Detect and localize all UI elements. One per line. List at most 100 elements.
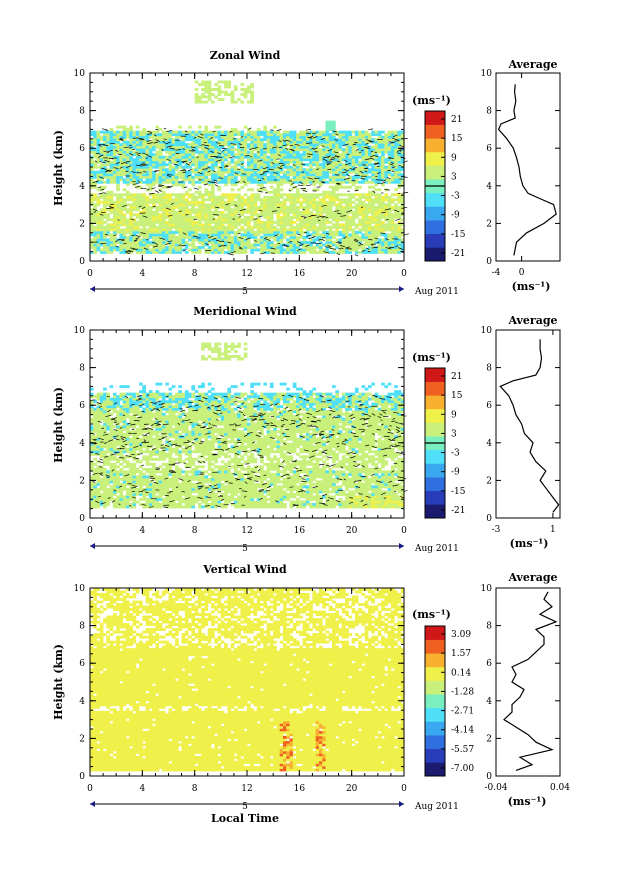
heatmap-cell	[289, 145, 294, 149]
heatmap-cell	[184, 175, 189, 179]
heatmap-cell	[109, 208, 114, 212]
heatmap-cell	[374, 235, 379, 239]
heatmap-cell	[361, 235, 366, 239]
contour-segment	[147, 188, 150, 191]
heatmap-cell	[243, 125, 248, 129]
heatmap-cell	[220, 218, 225, 222]
heatmap-cell	[345, 228, 349, 232]
heatmap-cell	[139, 213, 143, 217]
heatmap-cell	[390, 223, 395, 227]
contour-segment	[229, 130, 233, 133]
heatmap-cell	[168, 198, 173, 202]
heatmap-cell	[168, 170, 173, 174]
heatmap-cell	[240, 88, 245, 91]
heatmap-cell	[178, 208, 182, 212]
heatmap-cell	[394, 148, 398, 152]
heatmap-cell	[181, 208, 186, 212]
heatmap-cell	[269, 233, 274, 237]
heatmap-cell	[394, 163, 398, 167]
contour-segment	[200, 133, 204, 136]
heatmap-cell	[315, 228, 320, 232]
heatmap-cell	[400, 205, 405, 209]
contour-segment	[340, 215, 347, 217]
heatmap-cell	[318, 155, 323, 159]
heatmap-cell	[139, 143, 143, 147]
heatmap-cell	[341, 170, 346, 174]
heatmap-cell	[139, 205, 143, 209]
heatmap-cell	[279, 193, 284, 197]
heatmap-cell	[96, 502, 101, 506]
heatmap-cell	[286, 143, 290, 147]
heatmap-cell	[240, 233, 245, 237]
heatmap-cell	[305, 193, 310, 197]
heatmap-cell	[90, 465, 94, 469]
heatmap-cell	[286, 140, 290, 144]
heatmap-cell	[348, 225, 353, 229]
heatmap-cell	[269, 148, 274, 152]
heatmap-cell	[335, 198, 339, 202]
heatmap-cell	[175, 215, 179, 219]
heatmap-cell	[194, 225, 199, 229]
heatmap-cell	[296, 143, 300, 147]
heatmap-cell	[247, 155, 251, 159]
contour-segment	[402, 192, 409, 194]
heatmap-cell	[299, 195, 303, 199]
heatmap-cell	[358, 165, 362, 169]
heatmap-cell	[256, 223, 261, 227]
heatmap-cell	[325, 123, 330, 127]
contour-segment	[234, 204, 238, 207]
heatmap-cell	[322, 138, 326, 142]
heatmap-cell	[175, 225, 179, 229]
contour-segment	[136, 154, 141, 157]
heatmap-cell	[289, 188, 294, 192]
heatmap-cell	[230, 168, 235, 172]
heatmap-cell	[302, 188, 307, 192]
heatmap-cell	[273, 198, 277, 202]
heatmap-cell	[145, 148, 150, 152]
heatmap-cell	[305, 198, 310, 202]
heatmap-cell	[96, 195, 101, 199]
heatmap-cell	[90, 490, 94, 494]
heatmap-cell	[93, 395, 97, 399]
contour-segment	[390, 141, 394, 144]
contour-segment	[153, 141, 158, 144]
heatmap-cell	[135, 145, 140, 149]
heatmap-cell	[276, 203, 281, 207]
heatmap-cell	[309, 240, 313, 244]
heatmap-cell	[260, 250, 264, 254]
heatmap-cell	[90, 143, 94, 147]
heatmap-cell	[188, 233, 192, 237]
heatmap-cell	[224, 200, 228, 204]
heatmap-cell	[260, 245, 264, 249]
contour-segment	[212, 181, 216, 184]
heatmap-cell	[279, 135, 284, 139]
heatmap-cell	[279, 200, 284, 204]
heatmap-cell	[125, 210, 130, 214]
heatmap-cell	[374, 158, 379, 162]
heatmap-cell	[322, 145, 326, 149]
heatmap-cell	[201, 223, 205, 227]
heatmap-cell	[188, 223, 192, 227]
heatmap-cell	[371, 138, 375, 142]
heatmap-cell	[132, 200, 137, 204]
heatmap-cell	[240, 213, 245, 217]
heatmap-cell	[358, 240, 362, 244]
heatmap-cell	[135, 225, 140, 229]
heatmap-cell	[351, 165, 356, 169]
heatmap-cell	[211, 188, 215, 192]
heatmap-cell	[125, 225, 130, 229]
contour-segment	[359, 170, 364, 174]
heatmap-cell	[158, 170, 163, 174]
heatmap-cell	[354, 173, 359, 177]
heatmap-cell	[129, 245, 133, 249]
heatmap-cell	[400, 130, 405, 134]
heatmap-cell	[309, 160, 313, 164]
heatmap-cell	[132, 160, 137, 164]
heatmap-cell	[96, 140, 101, 144]
heatmap-cell	[243, 135, 248, 139]
contour-segment	[385, 247, 392, 250]
contour-segment	[159, 237, 166, 240]
heatmap-cell	[161, 173, 166, 177]
heatmap-cell	[273, 153, 277, 157]
contour-segment	[403, 233, 409, 236]
